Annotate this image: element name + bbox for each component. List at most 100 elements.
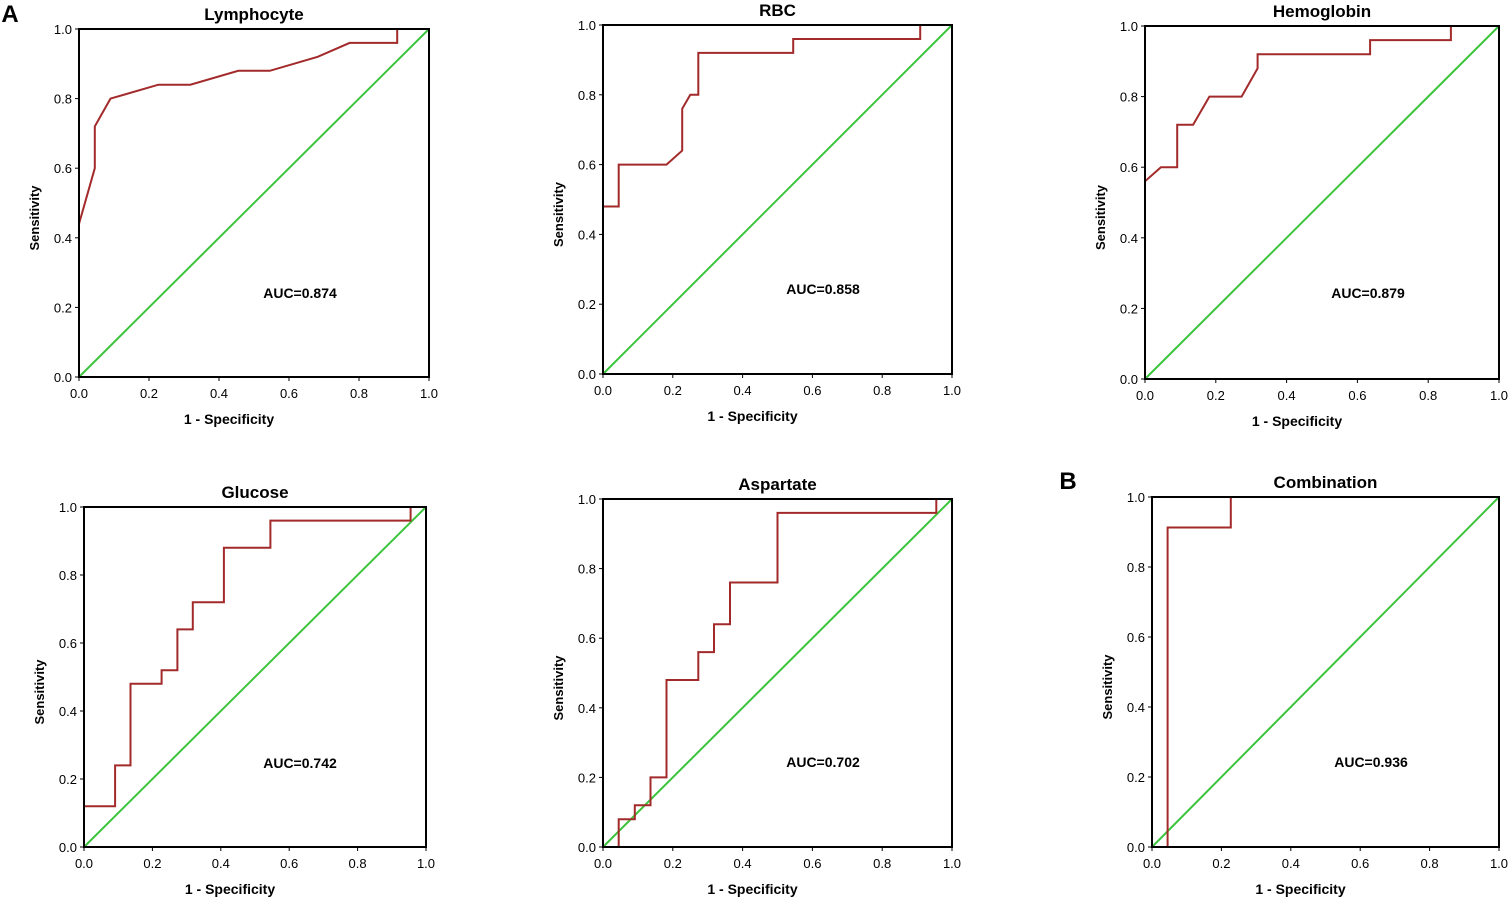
- x-tick-label: 0.4: [210, 386, 228, 401]
- x-axis-label: 1 - Specificity: [707, 408, 797, 424]
- y-tick-label: 0.0: [1120, 372, 1138, 387]
- y-tick-label: 0.0: [1127, 840, 1145, 855]
- y-tick-label: 0.2: [578, 297, 596, 312]
- y-tick-label: 0.0: [578, 367, 596, 382]
- y-axis-label: Sensitivity: [32, 659, 47, 725]
- x-tick-label: 0.4: [1278, 388, 1296, 403]
- x-tick-label: 0.4: [734, 856, 752, 871]
- y-axis-label: Sensitivity: [1093, 184, 1108, 250]
- panel-label-a: A: [1, 1, 18, 28]
- y-tick-label: 0.0: [578, 840, 596, 855]
- y-axis-label: Sensitivity: [551, 181, 566, 247]
- x-tick-label: 0.0: [1143, 856, 1161, 871]
- plot-frame: [602, 498, 953, 848]
- panel-label-b: B: [1059, 468, 1076, 495]
- x-axis-label: 1 - Specificity: [707, 881, 797, 897]
- plot-frame: [1151, 496, 1500, 848]
- x-tick-label: 0.8: [1419, 388, 1437, 403]
- y-tick-label: 0.4: [59, 704, 77, 719]
- x-tick-label: 0.6: [1348, 388, 1366, 403]
- y-tick-label: 0.4: [54, 231, 72, 246]
- plot-frame: [83, 506, 427, 848]
- roc-panel-hemoglobin: Hemoglobin 0.00.0 0.2 0.2 0.4 0.4 0.6 0.6 0.8 0.8…: [1093, 2, 1508, 429]
- plot-frame: [1144, 25, 1500, 380]
- x-tick-label: 0.6: [803, 383, 821, 398]
- x-tick-label: 0.6: [280, 856, 298, 871]
- roc-curve: [617, 498, 952, 847]
- panel-title: Hemoglobin: [1273, 2, 1371, 21]
- auc-annotation: AUC=0.874: [263, 285, 337, 301]
- x-tick-label: 1.0: [943, 383, 961, 398]
- x-tick-label: 1.0: [417, 856, 435, 871]
- x-tick-label: 0.6: [1351, 856, 1369, 871]
- y-tick-label: 0.4: [578, 701, 596, 716]
- x-tick-label: 0.2: [664, 856, 682, 871]
- reference-line: [83, 506, 427, 848]
- y-axis-label: Sensitivity: [27, 185, 42, 251]
- y-tick-label: 0.6: [578, 158, 596, 173]
- x-tick-label: 0.0: [75, 856, 93, 871]
- y-tick-label: 1.0: [1120, 19, 1138, 34]
- x-axis-label: 1 - Specificity: [1252, 413, 1342, 429]
- panel-title: Aspartate: [738, 475, 816, 494]
- y-tick-label: 1.0: [54, 22, 72, 37]
- roc-panel-aspartate: Aspartate 0.00.0 0.2 0.2 0.4 0.4 0.6 0.6 0.8 0.8 1…: [551, 475, 961, 897]
- y-tick-label: 0.8: [54, 92, 72, 107]
- roc-curve: [83, 506, 426, 847]
- y-tick-label: 0.6: [578, 631, 596, 646]
- auc-annotation: AUC=0.936: [1334, 754, 1408, 770]
- reference-line: [602, 24, 953, 375]
- roc-curve: [602, 24, 952, 374]
- y-tick-label: 0.6: [54, 161, 72, 176]
- x-tick-label: 0.4: [734, 383, 752, 398]
- y-axis-label: Sensitivity: [551, 655, 566, 721]
- y-tick-label: 0.2: [54, 300, 72, 315]
- roc-curve: [1166, 496, 1499, 847]
- x-tick-label: 0.0: [594, 856, 612, 871]
- panel-title: Glucose: [221, 483, 288, 502]
- panel-title: Combination: [1274, 473, 1378, 492]
- y-tick-label: 0.8: [1127, 560, 1145, 575]
- y-tick-label: 0.6: [1120, 160, 1138, 175]
- x-tick-label: 1.0: [420, 386, 438, 401]
- auc-annotation: AUC=0.879: [1331, 285, 1405, 301]
- x-tick-label: 0.8: [1421, 856, 1439, 871]
- y-tick-label: 0.8: [59, 568, 77, 583]
- panel-title: Lymphocyte: [204, 5, 304, 24]
- x-axis-label: 1 - Specificity: [184, 411, 274, 427]
- y-axis-label: Sensitivity: [1100, 654, 1115, 720]
- reference-line: [1151, 496, 1500, 848]
- auc-annotation: AUC=0.742: [263, 755, 337, 771]
- roc-panel-rbc: RBC 0.00.0 0.2 0.2 0.4 0.4 0.6 0.6 0.8 0.8 1.0 1.0 1…: [551, 1, 961, 424]
- x-tick-label: 0.6: [280, 386, 298, 401]
- x-tick-label: 0.2: [1207, 388, 1225, 403]
- y-tick-label: 0.4: [1127, 700, 1145, 715]
- panel-title: RBC: [759, 1, 796, 20]
- x-tick-label: 1.0: [943, 856, 961, 871]
- y-tick-label: 0.0: [54, 370, 72, 385]
- x-axis-label: 1 - Specificity: [1255, 881, 1345, 897]
- roc-panel-glucose: Glucose 0.00.0 0.2 0.2 0.4 0.4 0.6 0.6 0.8 0.8 1.0…: [32, 483, 435, 897]
- x-tick-label: 0.6: [803, 856, 821, 871]
- reference-line: [78, 28, 430, 378]
- reference-line: [1144, 25, 1500, 380]
- y-tick-label: 0.8: [578, 88, 596, 103]
- y-tick-label: 0.0: [59, 840, 77, 855]
- y-tick-label: 0.8: [1120, 90, 1138, 105]
- x-axis-label: 1 - Specificity: [185, 881, 275, 897]
- plot-frame: [78, 28, 430, 378]
- plot-frame: [602, 24, 953, 375]
- x-tick-label: 0.8: [349, 856, 367, 871]
- x-tick-label: 0.2: [1212, 856, 1230, 871]
- y-tick-label: 0.2: [59, 772, 77, 787]
- y-tick-label: 0.8: [578, 562, 596, 577]
- x-tick-label: 0.4: [1282, 856, 1300, 871]
- x-tick-label: 0.2: [664, 383, 682, 398]
- y-tick-label: 0.2: [1120, 301, 1138, 316]
- x-tick-label: 0.0: [70, 386, 88, 401]
- auc-annotation: AUC=0.702: [786, 754, 860, 770]
- x-tick-label: 0.0: [1136, 388, 1154, 403]
- y-tick-label: 0.6: [1127, 630, 1145, 645]
- y-tick-label: 1.0: [578, 18, 596, 33]
